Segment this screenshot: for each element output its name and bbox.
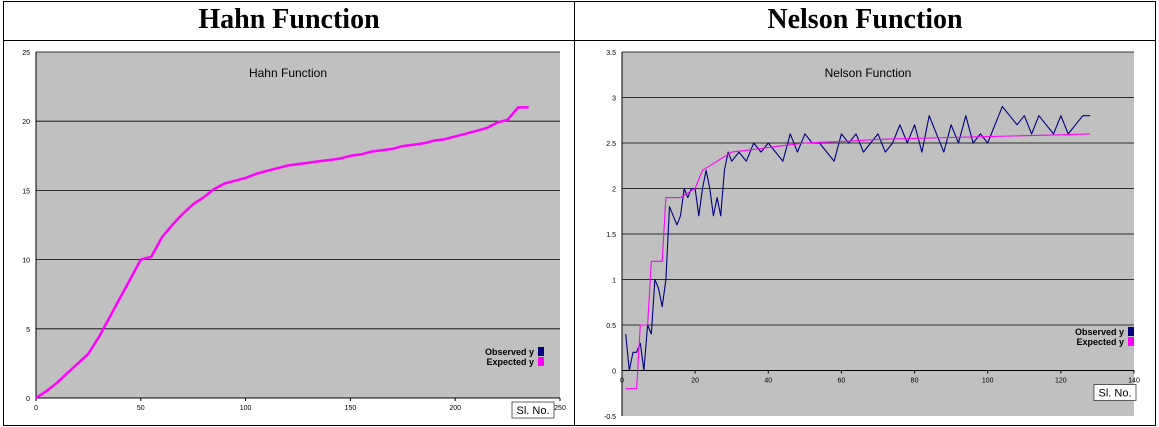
hahn-legend-swatch-0 [538,347,544,356]
nelson-ytick-label-2: 0.5 [606,323,616,330]
hahn-xtick-label-0: 0 [34,405,38,412]
hahn-xtick-label-1: 50 [137,405,145,412]
nelson-series-line-1 [625,133,1091,390]
hahn-ytick-label-5: 25 [22,50,30,57]
hahn-ytick-label-0: 0 [26,396,30,403]
nelson-xtick-label-2: 40 [764,378,772,385]
hahn-xtick-label-5: 250 [554,405,566,412]
hahn-xtick-label-2: 100 [240,405,252,412]
nelson-xtick-label-1: 20 [691,378,699,385]
nelson-legend-label-1: Expected y [1076,337,1124,347]
nelson-ytick-label-0: -0.5 [604,414,616,421]
nelson-xlabel: Sl. No. [1098,388,1131,400]
nelson-legend-swatch-1 [1128,337,1134,346]
nelson-xtick-label-3: 60 [838,378,846,385]
hahn-ytick-label-2: 10 [22,258,30,265]
right-panel-frame [574,1,1156,426]
hahn-xlabel-box [511,401,555,419]
right-header-title: Nelson Function [767,4,963,35]
nelson-chart-title: Nelson Function [825,66,912,80]
hahn-chart-title: Hahn Function [249,66,327,80]
hahn-xtick-label-3: 150 [345,405,357,412]
nelson-xtick-label-7: 140 [1128,378,1140,385]
nelson-legend-label-0: Observed y [1075,327,1124,337]
nelson-ytick-label-4: 1.5 [606,232,616,239]
hahn-series-line-1 [35,106,529,400]
nelson-xtick-label-4: 80 [911,378,919,385]
nelson-series-line-0 [625,106,1091,372]
left-header-title: Hahn Function [198,4,380,35]
hahn-plot-area [36,52,560,398]
hahn-xlabel: Sl. No. [516,405,549,417]
hahn-ytick-label-1: 5 [26,327,30,334]
nelson-chart: -0.5 0 0.5 1 1.5 2 2.5 3 3.5 0 20 40 60 80 100 120 140 Ne… [604,50,1140,421]
header-divider [3,40,1156,41]
hahn-legend-label-0: Observed y [485,347,534,357]
nelson-ytick-label-8: 3.5 [606,50,616,57]
hahn-ytick-label-3: 15 [22,188,30,195]
nelson-ytick-label-3: 1 [612,278,616,285]
nelson-legend-swatch-0 [1128,327,1134,336]
nelson-xtick-label-6: 120 [1055,378,1067,385]
nelson-xlabel-box [1093,384,1137,401]
hahn-legend-swatch-1 [538,357,544,366]
nelson-xtick-label-5: 100 [982,378,994,385]
nelson-ytick-label-7: 3 [612,96,616,103]
nelson-ytick-label-5: 2 [612,187,616,194]
nelson-xtick-label-0: 0 [620,378,624,385]
hahn-xtick-label-4: 200 [449,405,461,412]
nelson-ytick-label-1: 0 [612,369,616,376]
nelson-ytick-label-6: 2.5 [606,141,616,148]
hahn-ytick-label-4: 20 [22,119,30,126]
hahn-legend-label-1: Expected y [486,357,534,367]
